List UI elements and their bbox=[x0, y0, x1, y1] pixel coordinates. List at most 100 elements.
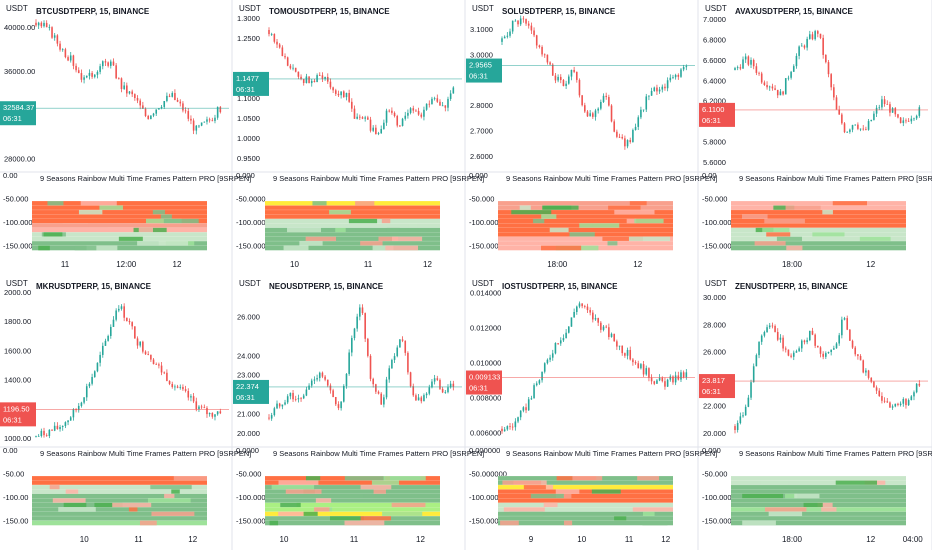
rainbow-segment bbox=[62, 223, 89, 229]
price-tick-label: 26.000 bbox=[237, 312, 260, 321]
candle-body bbox=[166, 95, 168, 101]
candle-body bbox=[51, 27, 53, 38]
candle-body bbox=[126, 317, 128, 322]
candle-body bbox=[562, 338, 565, 341]
candle-body bbox=[755, 355, 758, 367]
candle-body bbox=[680, 372, 682, 380]
candle-body bbox=[123, 306, 125, 318]
candle-body bbox=[621, 136, 624, 139]
candle-body bbox=[391, 359, 393, 369]
candle-body bbox=[506, 35, 509, 37]
candle-body bbox=[672, 77, 674, 79]
candle-body bbox=[600, 322, 602, 330]
rainbow-segment bbox=[381, 218, 391, 224]
rainbow-segment bbox=[859, 236, 891, 242]
rainbow-segment bbox=[837, 484, 860, 490]
candle-body bbox=[637, 363, 640, 369]
candle-body bbox=[875, 107, 878, 114]
rainbow-band bbox=[731, 241, 906, 246]
candle-body bbox=[597, 108, 599, 111]
candle-body bbox=[168, 380, 171, 384]
candle-body bbox=[650, 377, 653, 382]
candle-body bbox=[134, 94, 136, 99]
candle-body bbox=[586, 111, 589, 117]
candle-body bbox=[554, 342, 557, 354]
candle-body bbox=[385, 379, 388, 398]
last-price-value: 0.009133 bbox=[469, 373, 500, 382]
candle-body bbox=[798, 46, 800, 56]
candle-body bbox=[393, 112, 396, 117]
osc-tick-label: -100.00000 bbox=[469, 493, 507, 502]
candle-body bbox=[423, 395, 425, 402]
price-tick-label: 0.006000 bbox=[470, 428, 501, 437]
candle-body bbox=[825, 54, 827, 63]
last-price-tag bbox=[0, 101, 36, 126]
candle-body bbox=[412, 386, 415, 396]
candle-body bbox=[144, 351, 147, 355]
rainbow-segment bbox=[785, 205, 821, 211]
rainbow-segment bbox=[360, 241, 383, 246]
candle-body bbox=[452, 87, 455, 94]
candle-body bbox=[849, 129, 851, 132]
rainbow-segment bbox=[164, 493, 175, 499]
candle-body bbox=[784, 78, 787, 95]
rainbow-segment bbox=[86, 245, 118, 251]
candle-body bbox=[503, 429, 506, 432]
candle-body bbox=[822, 353, 824, 357]
candle-body bbox=[80, 402, 83, 406]
candle-body bbox=[126, 85, 128, 94]
candle-body bbox=[72, 55, 75, 66]
candle-body bbox=[736, 423, 739, 431]
candle-body bbox=[677, 74, 680, 77]
candle-body bbox=[899, 403, 902, 405]
candle-body bbox=[292, 392, 294, 400]
candle-body bbox=[359, 116, 361, 118]
candle-body bbox=[184, 389, 187, 391]
candle-body bbox=[281, 404, 284, 407]
price-tick-label: 5.8000 bbox=[703, 138, 726, 147]
rainbow-band bbox=[32, 218, 207, 224]
rainbow-segment bbox=[65, 489, 79, 495]
rainbow-segment bbox=[572, 476, 603, 481]
candle-body bbox=[447, 98, 449, 108]
rainbow-segment bbox=[128, 507, 138, 512]
rainbow-segment bbox=[278, 511, 304, 517]
candle-body bbox=[567, 76, 570, 84]
candle-body bbox=[592, 312, 594, 320]
candle-body bbox=[682, 372, 685, 378]
candle-body bbox=[592, 113, 594, 117]
candle-body bbox=[851, 340, 854, 348]
rainbow-segment bbox=[803, 502, 823, 508]
candle-body bbox=[353, 108, 356, 119]
rainbow-segment bbox=[378, 236, 399, 242]
rainbow-band bbox=[731, 236, 906, 242]
rainbow-band bbox=[265, 236, 440, 242]
rainbow-segment bbox=[80, 201, 117, 206]
rainbow-band bbox=[265, 489, 440, 495]
candle-body bbox=[747, 56, 750, 65]
candle-body bbox=[610, 105, 613, 122]
candle-body bbox=[375, 384, 377, 392]
rainbow-segment bbox=[776, 236, 803, 242]
candle-body bbox=[589, 113, 591, 117]
candle-body bbox=[286, 57, 289, 66]
candle-body bbox=[45, 435, 48, 436]
candle-body bbox=[289, 65, 292, 69]
rainbow-band bbox=[498, 516, 673, 521]
candle-body bbox=[388, 110, 391, 112]
rainbow-segment bbox=[112, 502, 152, 508]
candle-body bbox=[326, 76, 329, 82]
candle-body bbox=[345, 92, 348, 98]
rainbow-segment bbox=[614, 516, 627, 521]
candle-body bbox=[557, 76, 559, 81]
candle-body bbox=[522, 18, 525, 20]
candle-body bbox=[128, 91, 131, 94]
candle-body bbox=[208, 119, 211, 121]
candle-body bbox=[570, 69, 573, 77]
osc-tick-label: -100.000 bbox=[236, 218, 266, 227]
osc-tick-label: 0.000 bbox=[469, 171, 488, 180]
candle-body bbox=[150, 354, 152, 360]
osc-tick-label: -150.000 bbox=[702, 241, 732, 250]
candle-body bbox=[367, 338, 369, 356]
price-tick-label: 30.000 bbox=[703, 293, 726, 302]
